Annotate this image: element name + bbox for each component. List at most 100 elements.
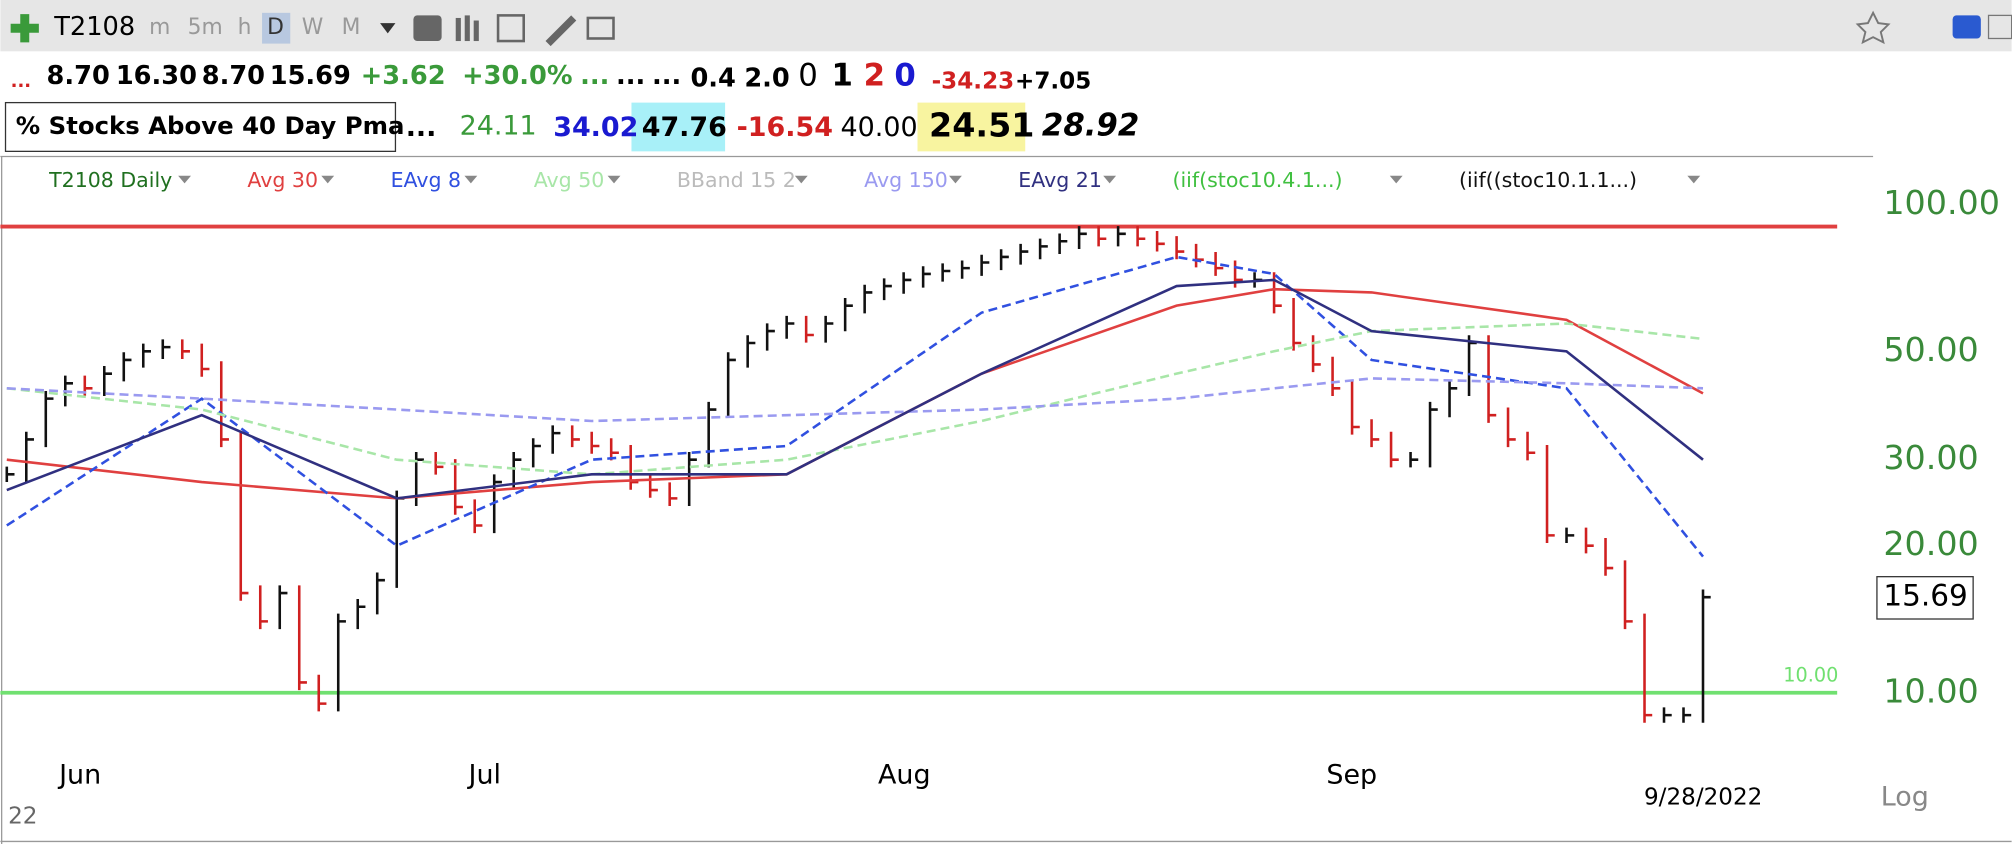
- price-bar: [180, 339, 190, 360]
- quote: 0.4: [690, 64, 735, 94]
- tf[interactable]: M: [342, 15, 361, 40]
- legend-dropdown: [464, 175, 478, 184]
- indicator-name: % Stocks Above 40 Day Pma: [16, 111, 405, 140]
- x-tick-label: Jun: [57, 760, 101, 791]
- quote: 8.70: [202, 61, 265, 91]
- price-bar: [941, 263, 951, 282]
- price-bar: [1331, 356, 1341, 396]
- stat: ...: [406, 112, 437, 143]
- legend-entry: BBand 15 2: [677, 168, 796, 192]
- price-bar: [863, 284, 873, 314]
- tf[interactable]: 5m: [188, 15, 223, 40]
- stat: 24.51: [929, 105, 1034, 144]
- legend-entry: (iif(stoc10.4.1...): [1172, 168, 1342, 192]
- name-box[interactable]: [4, 101, 397, 152]
- x-tick-label: Sep: [1326, 760, 1377, 791]
- price-bar: [1370, 419, 1380, 448]
- stat: 40.00: [841, 112, 918, 143]
- price-bar: [356, 599, 366, 630]
- price-bar: [1409, 451, 1419, 468]
- price-bar: [219, 361, 229, 448]
- stat: 47.76: [642, 112, 727, 143]
- quote: 1: [832, 57, 853, 93]
- indicator-line: [6, 278, 1704, 500]
- tf[interactable]: m: [149, 15, 170, 40]
- quote: +30.0%: [462, 61, 572, 91]
- quote: ...: [580, 61, 609, 91]
- quote: 8.70: [47, 61, 110, 91]
- price-bar: [375, 572, 385, 615]
- y-tick-label: 50.00: [1883, 330, 1978, 369]
- indicator-line: [6, 322, 1704, 476]
- price-bar: [999, 249, 1009, 271]
- plot: 10.00 20.00 30.00 50.00 100.00 10.00 Jun Jul Aug…: [0, 168, 2000, 810]
- legend-entry: Avg 50: [534, 168, 605, 192]
- dropdown[interactable]: [380, 23, 396, 34]
- quote: 15.69: [270, 61, 351, 91]
- price-bar: [1584, 527, 1594, 554]
- tf[interactable]: D: [267, 15, 284, 40]
- legend-dropdown: [1389, 175, 1403, 184]
- quote: ...: [11, 71, 31, 92]
- legend-entry: EAvg 21: [1018, 168, 1102, 192]
- price-bar: [1467, 335, 1477, 396]
- legend-dropdown: [794, 175, 808, 184]
- tf[interactable]: W: [302, 15, 324, 40]
- price-bar: [551, 425, 561, 454]
- price-bar: [278, 585, 288, 630]
- legend-dropdown: [949, 175, 962, 184]
- quote: +3.62: [361, 61, 446, 91]
- price-bar: [960, 260, 970, 279]
- price-bar: [122, 352, 132, 382]
- price-bar: [1292, 297, 1302, 351]
- quote: -34.23: [932, 69, 1015, 95]
- price-bar: [492, 474, 502, 534]
- quote: ...: [652, 61, 681, 91]
- price-bar: [629, 445, 639, 490]
- price-bar: [648, 474, 658, 498]
- legend-dropdown: [321, 175, 335, 184]
- price-bar: [746, 335, 756, 368]
- y-tick-label: 30.00: [1883, 438, 1978, 477]
- price-bar: [1058, 233, 1068, 255]
- price-bar: [1019, 243, 1029, 265]
- price-bar: [317, 674, 327, 712]
- legend-dropdown: [178, 175, 191, 184]
- price-bar: [1448, 380, 1458, 418]
- y-tick-label: 20.00: [1883, 524, 1978, 563]
- price-bar: [824, 315, 834, 343]
- highlight: [631, 102, 726, 152]
- price-bar: [1389, 431, 1399, 468]
- price-bar: [1487, 335, 1497, 423]
- stat: 24.11: [460, 110, 537, 141]
- price-bar: [239, 431, 249, 601]
- symbol[interactable]: T2108: [53, 12, 135, 42]
- price-bar: [707, 401, 717, 468]
- price-bar: [1136, 226, 1146, 247]
- price-bar: [668, 482, 678, 507]
- legend-dropdown: [1687, 175, 1701, 184]
- price-bar: [726, 352, 736, 418]
- price-bar: [1604, 538, 1614, 576]
- indicator-line: [6, 377, 1704, 423]
- indicator-line: [6, 255, 1705, 558]
- price-bar: [44, 390, 54, 448]
- y-tick-label: 10.00: [1883, 671, 1978, 710]
- price-bar: [804, 315, 814, 343]
- y-tick-label: 100.00: [1883, 183, 2000, 222]
- add-icon[interactable]: [10, 14, 39, 43]
- scale-mode[interactable]: Log: [1881, 781, 1929, 812]
- price-bar: [1116, 226, 1126, 247]
- price-bar: [1506, 407, 1516, 448]
- price-bar: [1194, 243, 1204, 268]
- stat: 28.92: [1042, 107, 1139, 143]
- reference-label: 10.00: [1783, 664, 1838, 687]
- price-bar: [336, 613, 346, 712]
- tf[interactable]: h: [238, 15, 252, 40]
- price-bar: [1545, 445, 1555, 544]
- price-bar: [5, 466, 15, 483]
- price-bar: [921, 266, 931, 288]
- price-bar: [1175, 236, 1185, 260]
- price-bar: [590, 431, 600, 454]
- price-bar: [765, 323, 775, 351]
